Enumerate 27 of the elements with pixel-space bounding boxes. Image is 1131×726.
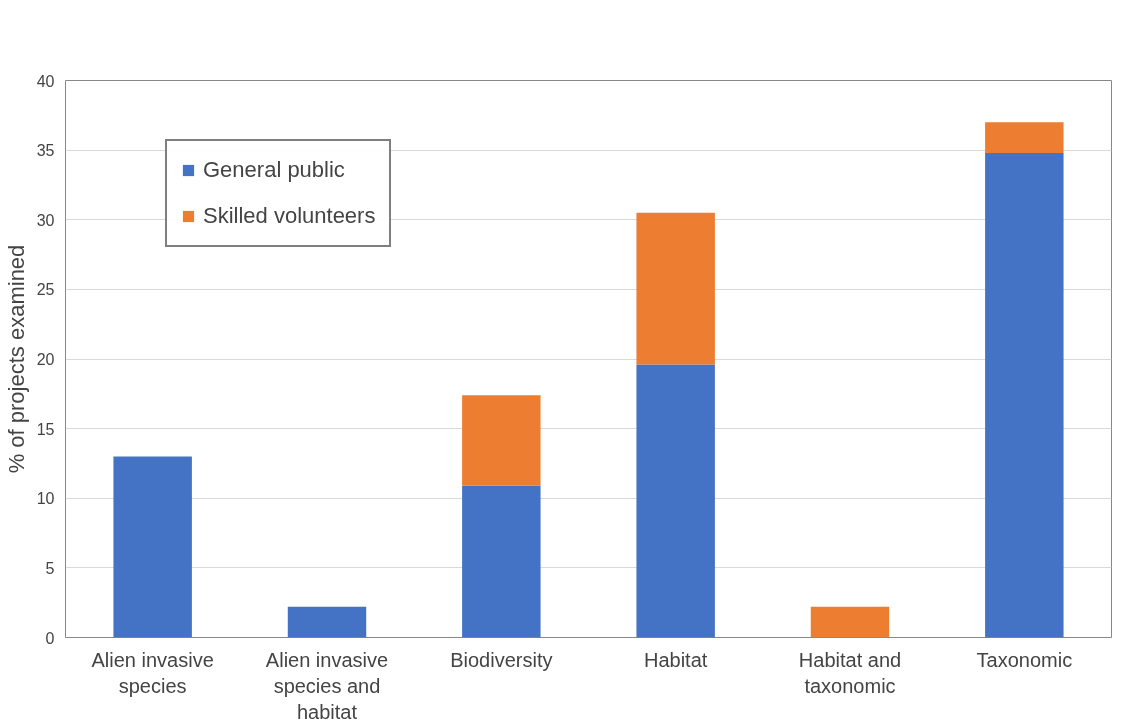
x-tick-label: Alien invasive species — [91, 648, 214, 697]
y-tick-label: 5 — [45, 559, 55, 577]
legend-label: Skilled volunteers — [203, 202, 376, 230]
y-tick-label: 25 — [36, 281, 55, 299]
bar — [113, 456, 192, 638]
x-tick-label: Taxonomic — [976, 648, 1073, 671]
y-tick-label: 10 — [36, 490, 55, 508]
bar — [985, 122, 1064, 153]
x-tick-label: Alien invasive species and habitat — [265, 648, 389, 724]
y-axis-title: % of projects examined — [3, 244, 29, 474]
x-tick-label: Habitat — [643, 648, 708, 671]
y-tick-label: 20 — [36, 351, 55, 368]
y-tick-label: 0 — [45, 629, 55, 647]
y-tick-label: 15 — [36, 420, 55, 438]
bar — [810, 606, 890, 638]
bar — [462, 395, 541, 486]
legend-label: General public — [203, 156, 345, 184]
y-tick-label: 35 — [36, 142, 55, 160]
x-tick-label: Biodiversity — [450, 648, 553, 671]
bar — [985, 152, 1064, 638]
bar — [636, 212, 715, 365]
bar — [287, 606, 367, 638]
x-tick-label: Habitat and taxonomic — [798, 648, 902, 697]
y-tick-label: 40 — [36, 72, 55, 90]
bar — [636, 364, 715, 638]
y-tick-label: 30 — [36, 211, 55, 229]
bar — [462, 485, 541, 638]
